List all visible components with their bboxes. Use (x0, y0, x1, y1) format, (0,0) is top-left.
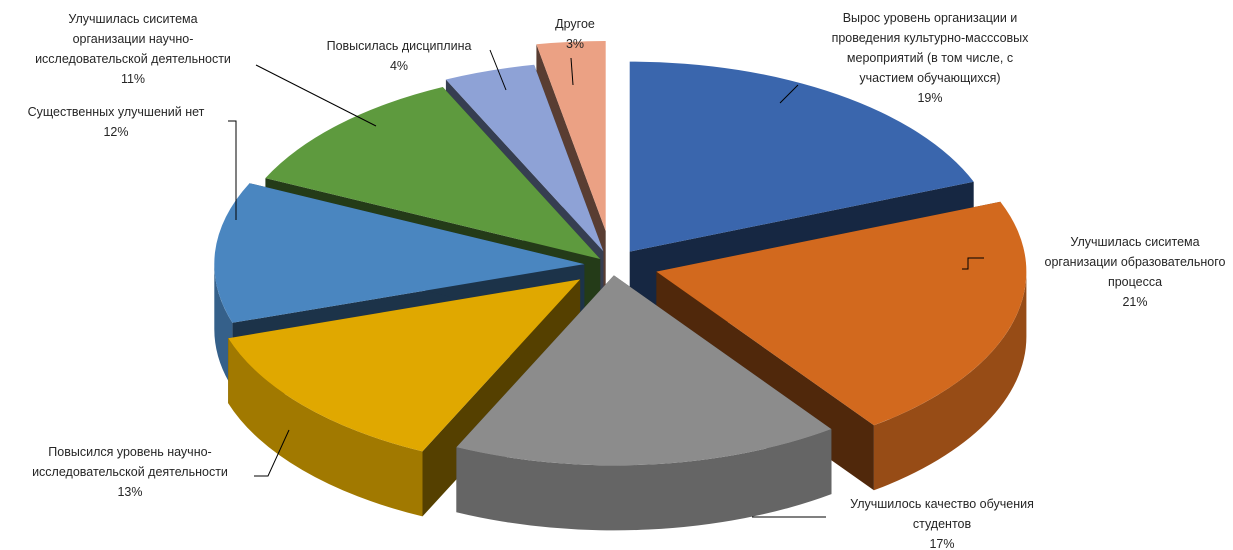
slice-category-label: Улучшилась сиситема (68, 12, 197, 26)
slice-category-label: исследовательской деятельности (32, 465, 228, 479)
leader-line-1 (962, 257, 984, 270)
slice-label-7: Другое 3% (555, 17, 595, 51)
slice-3-outer-side (228, 338, 423, 517)
pie-slice-7 (536, 40, 606, 231)
leader-line-3 (254, 429, 290, 477)
leader-lines (228, 49, 984, 518)
slice-value-label: 12% (103, 125, 128, 139)
pie-slice-4 (214, 183, 585, 323)
pie-slice-0 (629, 61, 974, 252)
slice-value-label: 19% (917, 91, 942, 105)
pie-slice-6 (445, 64, 604, 252)
slice-category-label: Улучшилась сиситема (1070, 235, 1199, 249)
slice-label-0: Вырос уровень организации и проведения ку… (832, 11, 1030, 105)
slice-category-label: Другое (555, 17, 595, 31)
slice-value-label: 21% (1122, 295, 1147, 309)
slice-category-label: мероприятий (в том числе, с (847, 51, 1013, 65)
slice-category-label: студентов (913, 517, 972, 531)
slice-value-label: 3% (566, 37, 584, 51)
slice-2-outer-side (456, 429, 832, 531)
leader-line-4 (228, 120, 237, 220)
slice-1-outer-side (873, 271, 1027, 491)
slice-label-5: Улучшилась сиситема организации научно-ис… (35, 12, 231, 86)
slice-value-label: 13% (117, 485, 142, 499)
slice-category-label: Вырос уровень организации и (843, 11, 1018, 25)
pie-slice-2 (456, 275, 832, 466)
slice-value-label: 4% (390, 59, 408, 73)
slice-value-label: 11% (121, 72, 145, 86)
slice-label-3: Повысился уровень научно-исследовательск… (32, 445, 228, 499)
pie-slice-1 (656, 201, 1027, 426)
slice-labels: Вырос уровень организации и проведения ку… (28, 11, 1226, 550)
leader-line-0 (779, 84, 799, 104)
slice-label-6: Повысилась дисциплина 4% (327, 39, 472, 73)
slice-label-1: Улучшилась сиситема организации образоват… (1045, 235, 1226, 309)
slice-category-label: Повысился уровень научно- (48, 445, 211, 459)
pie-tops (214, 40, 1027, 466)
leader-line-6 (489, 49, 507, 91)
slice-category-label: участием обучающихся) (859, 71, 1000, 85)
slice-label-4: Существенных улучшений нет 12% (28, 105, 205, 139)
slice-category-label: Существенных улучшений нет (28, 105, 205, 119)
slice-category-label: процесса (1108, 275, 1162, 289)
slice-4-outer-side (214, 264, 233, 388)
pie-slice-3 (228, 279, 581, 452)
slice-value-label: 17% (929, 537, 954, 550)
pie-slice-5 (265, 87, 601, 259)
leader-line-7 (570, 57, 574, 86)
slice-category-label: Повысилась дисциплина (327, 39, 472, 53)
slice-category-label: организации научно- (73, 32, 194, 46)
slice-category-label: исследовательской деятельности (35, 52, 231, 66)
leader-line-5 (255, 64, 377, 127)
slice-category-label: Улучшилось качество обучения (850, 497, 1034, 511)
slice-label-2: Улучшилось качество обучения студентов 17% (850, 497, 1034, 550)
slice-category-label: проведения культурно-масссовых (832, 31, 1030, 45)
slice-category-label: организации образовательного (1045, 255, 1226, 269)
